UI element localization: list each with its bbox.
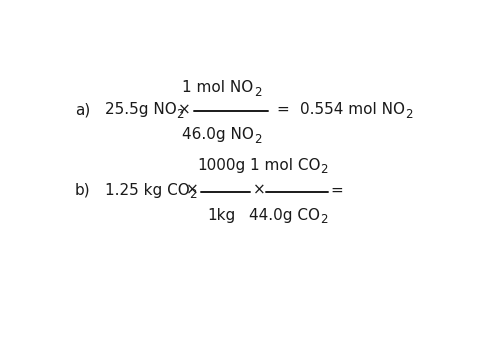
Text: 1 mol NO: 1 mol NO (182, 80, 253, 95)
Text: 2: 2 (254, 133, 262, 146)
Text: 1.25 kg CO: 1.25 kg CO (105, 183, 190, 198)
Text: ×: × (186, 183, 198, 198)
Text: 2: 2 (320, 163, 328, 176)
Text: 2: 2 (405, 108, 413, 121)
Text: =: = (331, 183, 344, 198)
Text: 0.554 mol NO: 0.554 mol NO (300, 102, 405, 117)
Text: a): a) (75, 102, 90, 117)
Text: 2: 2 (190, 188, 197, 201)
Text: 44.0g CO: 44.0g CO (250, 208, 321, 222)
Text: =: = (277, 102, 289, 117)
Text: 1 mol CO: 1 mol CO (250, 158, 320, 173)
Text: 2: 2 (176, 108, 184, 121)
Text: ×: × (252, 183, 265, 198)
Text: ×: × (178, 102, 191, 117)
Text: 46.0g NO: 46.0g NO (182, 127, 254, 142)
Text: b): b) (75, 183, 91, 198)
Text: 1kg: 1kg (208, 208, 236, 222)
Text: 2: 2 (253, 86, 261, 99)
Text: 1000g: 1000g (198, 158, 246, 173)
Text: 2: 2 (321, 213, 328, 226)
Text: 25.5g NO: 25.5g NO (105, 102, 176, 117)
